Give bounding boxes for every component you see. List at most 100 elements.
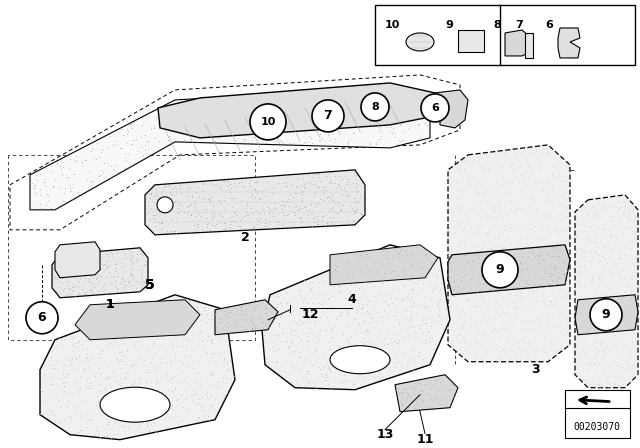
Point [552,169,562,176]
Point [150,428,160,435]
Point [548,248,558,255]
Point [471,349,481,356]
Point [462,157,472,164]
Point [355,256,365,263]
Point [474,243,484,250]
Point [394,119,404,126]
Point [381,288,391,295]
Point [300,355,310,362]
Point [221,305,231,312]
Point [350,208,360,215]
Point [351,188,362,195]
Point [608,283,618,290]
Point [462,213,472,220]
Point [49,364,60,371]
Point [559,290,569,297]
Point [154,310,164,318]
Point [447,179,457,186]
Point [382,254,392,261]
Point [314,173,324,181]
Point [151,113,161,121]
Point [465,323,476,330]
Point [528,249,538,256]
Point [63,398,73,405]
Point [450,271,460,278]
Point [313,221,323,228]
Point [191,227,201,234]
Point [312,213,322,220]
Point [588,201,598,208]
Point [492,304,502,311]
Point [618,339,628,346]
Point [488,208,499,215]
Point [289,139,299,146]
Point [486,247,497,254]
Point [604,244,614,251]
Point [330,127,340,134]
Point [250,187,260,194]
Point [628,234,639,241]
Point [152,207,162,214]
Point [368,324,378,331]
Point [389,267,399,275]
Point [577,252,587,259]
Point [552,282,562,289]
Point [319,362,330,370]
Point [364,267,374,275]
Text: 9: 9 [496,263,504,276]
Point [600,372,611,379]
Point [239,137,250,144]
Point [408,331,418,338]
Point [225,214,235,221]
Point [238,136,248,143]
Point [384,115,394,122]
Point [575,216,586,224]
Point [84,266,95,273]
Point [263,318,273,325]
Point [562,261,572,268]
Point [255,215,265,222]
Point [302,332,312,340]
Point [444,202,454,209]
Point [555,345,565,352]
Point [574,352,584,359]
Point [127,380,137,388]
Point [136,332,146,339]
Point [580,236,591,243]
Point [154,390,164,397]
Point [262,321,272,328]
Point [288,123,298,130]
Point [560,203,570,211]
Point [461,288,472,295]
Point [183,186,193,194]
Text: 7: 7 [515,20,523,30]
Point [449,389,460,396]
Point [604,372,614,379]
Point [102,375,113,382]
Point [266,118,276,125]
Point [615,241,625,248]
Point [394,249,404,256]
Point [561,317,571,324]
Point [221,116,232,123]
Point [118,395,129,402]
Point [629,322,639,329]
Point [511,302,521,310]
Point [269,101,280,108]
Point [62,374,72,381]
Point [350,194,360,202]
Point [612,301,622,308]
Point [578,360,588,367]
Point [39,370,49,378]
Point [129,137,139,144]
Point [193,396,203,403]
Point [522,248,532,255]
Point [527,166,537,173]
Circle shape [482,252,518,288]
Point [458,228,468,235]
Point [477,293,488,300]
Point [193,127,203,134]
Point [356,351,367,358]
Point [536,187,546,194]
Point [102,431,112,438]
